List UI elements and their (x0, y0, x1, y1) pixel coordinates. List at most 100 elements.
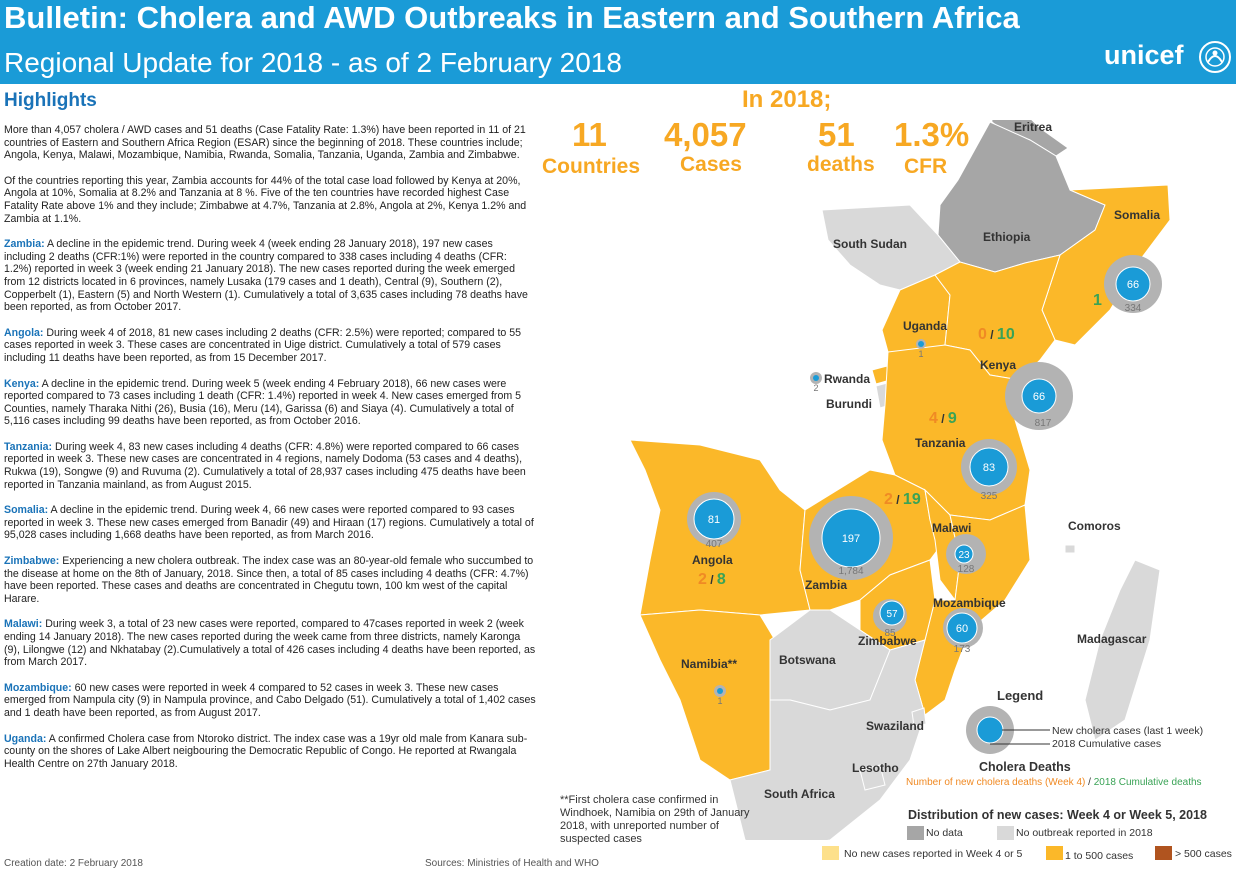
country-paragraph: Zambia: A decline in the epidemic trend.… (4, 238, 536, 314)
legend-bubble (966, 706, 1050, 754)
legend-no-outbreak: No outbreak reported in 2018 (1016, 827, 1153, 839)
label-burundi: Burundi (826, 397, 872, 411)
country-paragraph: Mozambique: 60 new cases were reported i… (4, 682, 536, 720)
intro-paragraph: More than 4,057 cholera / AWD cases and … (4, 124, 526, 162)
legend-range1: 1 to 500 cases (1065, 850, 1134, 862)
country-text: 60 new cases were reported in week 4 com… (4, 681, 536, 719)
swatch-no-new (822, 846, 839, 860)
bubble-kenya[interactable]: 66 817 (1005, 362, 1073, 430)
mozambique-shape[interactable] (914, 504, 1031, 716)
south-africa-shape[interactable] (729, 639, 926, 840)
somalia-shape[interactable] (1041, 184, 1171, 346)
svg-text:407: 407 (706, 539, 723, 550)
legend-title: Legend (997, 688, 1044, 703)
intro-paragraph-2: Of the countries reporting this year, Za… (4, 174, 527, 225)
country-text: A decline in the epidemic trend. During … (4, 377, 521, 428)
lesotho-shape[interactable] (859, 764, 886, 791)
legend-range2: > 500 cases (1175, 848, 1232, 860)
stat-cases-label: Cases (680, 153, 742, 176)
bubble-zimbabwe[interactable]: 57 85 (873, 599, 907, 639)
stat-cases-number: 4,057 (664, 116, 747, 153)
legend-no-data: No data (926, 827, 963, 839)
bubble-somalia[interactable]: 66 334 (1104, 255, 1162, 314)
svg-text:83: 83 (983, 462, 995, 474)
sources: Sources: Ministries of Health and WHO (425, 858, 599, 869)
legend-no-new: No new cases reported in Week 4 or 5 (844, 848, 1023, 860)
country-text: During week 4, 83 new cases including 4 … (4, 440, 526, 491)
label-south-sudan: South Sudan (833, 237, 907, 251)
label-malawi: Malawi (932, 521, 972, 535)
deaths-somalia: 1 (1093, 292, 1102, 309)
svg-text:23: 23 (958, 550, 970, 561)
label-comoros: Comoros (1068, 519, 1121, 533)
stats-heading: In 2018; (742, 86, 832, 113)
label-rwanda: Rwanda (824, 372, 871, 386)
country-paragraph: Angola: During week 4 of 2018, 81 new ca… (4, 327, 536, 365)
swatch-no-data (907, 826, 924, 840)
highlights-text: More than 4,057 cholera / AWD cases and … (4, 124, 536, 783)
country-paragraph: Tanzania: During week 4, 83 new cases in… (4, 441, 536, 491)
bubble-tanzania[interactable]: 83 325 (961, 439, 1017, 502)
country-text: A decline in the epidemic trend. During … (4, 238, 528, 314)
country-paragraph: Zimbabwe: Experiencing a new cholera out… (4, 555, 536, 605)
country-text: A decline in the epidemic trend. During … (4, 504, 534, 542)
bubble-namibia[interactable]: 1 (714, 685, 726, 706)
country-name: Zambia: (4, 238, 45, 251)
label-mozambique: Mozambique (933, 596, 1006, 610)
country-paragraph: Malawi: During week 3, a total of 23 new… (4, 618, 536, 668)
svg-text:85: 85 (884, 628, 896, 639)
svg-text:128: 128 (958, 564, 975, 575)
svg-text:325: 325 (981, 491, 998, 502)
header-banner (0, 0, 1236, 84)
country-name: Uganda: (4, 732, 47, 745)
country-name: Malawi: (4, 618, 43, 631)
country-name: Tanzania: (4, 440, 53, 453)
swatch-range1 (1046, 846, 1063, 860)
madagascar-shape[interactable] (1084, 559, 1161, 741)
country-text: During week 3, a total of 23 new cases w… (4, 618, 536, 669)
legend-cumulative: 2018 Cumulative cases (1052, 738, 1162, 750)
label-angola: Angola (692, 553, 733, 567)
bubble-mozambique[interactable]: 60 173 (943, 608, 983, 655)
country-name: Zimbabwe: (4, 555, 60, 568)
swaziland-shape[interactable] (911, 707, 927, 727)
bubble-zambia[interactable]: 197 1,784 (809, 496, 893, 580)
svg-text:173: 173 (954, 644, 971, 655)
map-canvas (629, 120, 1171, 840)
country-name: Somalia: (4, 504, 49, 517)
label-somalia: Somalia (1114, 208, 1161, 222)
stat-cfr-number: 1.3% (894, 116, 970, 153)
deaths-kenya: 0 / 10 (978, 326, 1015, 343)
deaths-zambia: 2 / 19 (884, 491, 921, 508)
unicef-logo: unicef (1104, 40, 1184, 70)
bubble-uganda[interactable]: 1 (916, 339, 926, 359)
page-title: Bulletin: Cholera and AWD Outbreaks in E… (4, 0, 1020, 35)
legend-deaths-desc: Number of new cholera deaths (Week 4) / … (906, 777, 1202, 788)
svg-text:60: 60 (956, 623, 968, 635)
label-namibia: Namibia** (681, 657, 738, 671)
svg-text:197: 197 (842, 533, 860, 545)
label-kenya: Kenya (980, 358, 1017, 372)
label-south-africa: South Africa (764, 787, 835, 801)
label-eritrea: Eritrea (1014, 120, 1053, 134)
swatch-no-outbreak (997, 826, 1014, 840)
bubble-rwanda[interactable]: 2 (810, 372, 822, 393)
svg-text:334: 334 (1125, 303, 1142, 314)
country-text: A confirmed Cholera case from Ntoroko di… (4, 732, 528, 770)
stat-countries-number: 11 (572, 116, 607, 153)
namibia-footnote: **First cholera case confirmed in Windho… (560, 794, 750, 845)
legend-cholera-deaths: Cholera Deaths (979, 760, 1071, 774)
swatch-range2 (1155, 846, 1172, 860)
svg-text:1,784: 1,784 (838, 566, 863, 577)
label-lesotho: Lesotho (852, 761, 899, 775)
legend-new-cases: New cholera cases (last 1 week) (1052, 725, 1204, 737)
page-subtitle: Regional Update for 2018 - as of 2 Febru… (4, 47, 622, 78)
country-text: During week 4 of 2018, 81 new cases incl… (4, 326, 522, 364)
stat-cfr-label: CFR (904, 155, 948, 178)
label-madagascar: Madagascar (1077, 632, 1147, 646)
label-zimbabwe: Zimbabwe (858, 634, 917, 648)
bubble-angola[interactable]: 81 407 (687, 492, 741, 550)
country-name: Mozambique: (4, 681, 72, 694)
comoros-shape[interactable] (1064, 544, 1076, 554)
